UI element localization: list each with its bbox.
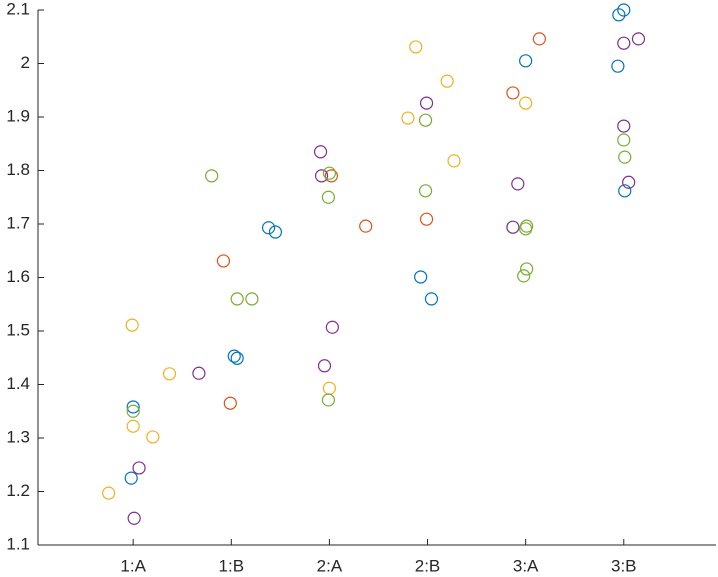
point	[314, 169, 329, 183]
x-tick-label: 1:B	[219, 556, 245, 575]
point	[230, 292, 244, 306]
point	[618, 150, 632, 164]
point	[132, 461, 146, 475]
point	[447, 154, 461, 168]
point	[126, 419, 140, 433]
point	[419, 96, 434, 110]
point	[517, 269, 531, 283]
point	[268, 225, 283, 239]
point	[322, 166, 337, 180]
x-tick-label: 2:B	[415, 556, 441, 575]
point	[192, 366, 206, 380]
y-tick-label: 1.7	[6, 213, 30, 232]
point	[440, 74, 454, 88]
point	[418, 184, 433, 198]
point	[519, 96, 533, 110]
point	[313, 145, 328, 159]
point	[511, 177, 525, 191]
point	[230, 351, 244, 365]
point	[322, 381, 337, 395]
point	[418, 113, 433, 127]
point	[631, 32, 646, 46]
y-tick-label: 1.9	[6, 106, 30, 125]
point	[223, 396, 237, 410]
point	[245, 292, 259, 306]
y-tick-label: 1.3	[6, 427, 30, 446]
point	[321, 190, 336, 204]
point	[324, 169, 338, 183]
point	[617, 36, 631, 50]
y-tick-label: 2	[21, 53, 30, 72]
x-tick-label: 3:B	[611, 556, 637, 575]
y-tick-label: 1.4	[6, 374, 30, 393]
y-tick-label: 1.8	[6, 160, 30, 179]
point	[506, 86, 520, 100]
point	[146, 430, 160, 444]
point	[205, 169, 219, 183]
point	[359, 219, 373, 233]
point	[520, 262, 534, 276]
point	[409, 40, 423, 54]
y-tick-label: 1.5	[6, 320, 30, 339]
point	[102, 486, 116, 500]
point	[532, 32, 546, 46]
point	[519, 54, 533, 68]
point	[612, 8, 626, 22]
point	[126, 400, 140, 414]
point	[126, 404, 140, 418]
point	[325, 320, 339, 334]
point	[617, 3, 631, 17]
y-tick-label: 2.1	[6, 0, 30, 18]
point	[127, 511, 141, 525]
x-tick-label: 2:A	[317, 556, 343, 575]
y-tick-label: 1.6	[6, 267, 30, 286]
point	[506, 220, 520, 234]
y-tick-label: 1.1	[6, 534, 30, 553]
point	[125, 318, 139, 332]
point	[261, 221, 276, 235]
y-tick-label: 1.2	[6, 481, 30, 500]
point	[317, 359, 332, 373]
point	[227, 349, 241, 363]
point	[622, 175, 636, 189]
point	[618, 184, 632, 198]
point	[611, 59, 625, 73]
point	[419, 212, 434, 226]
point	[519, 222, 533, 236]
x-tick-label: 3:A	[513, 556, 539, 575]
point	[321, 393, 336, 407]
point	[162, 367, 177, 381]
x-tick-label: 1:A	[120, 556, 146, 575]
point	[216, 254, 231, 268]
point	[401, 111, 415, 125]
point	[414, 270, 428, 284]
point	[617, 133, 631, 147]
point	[617, 119, 631, 133]
point	[124, 471, 138, 485]
point	[424, 292, 439, 306]
